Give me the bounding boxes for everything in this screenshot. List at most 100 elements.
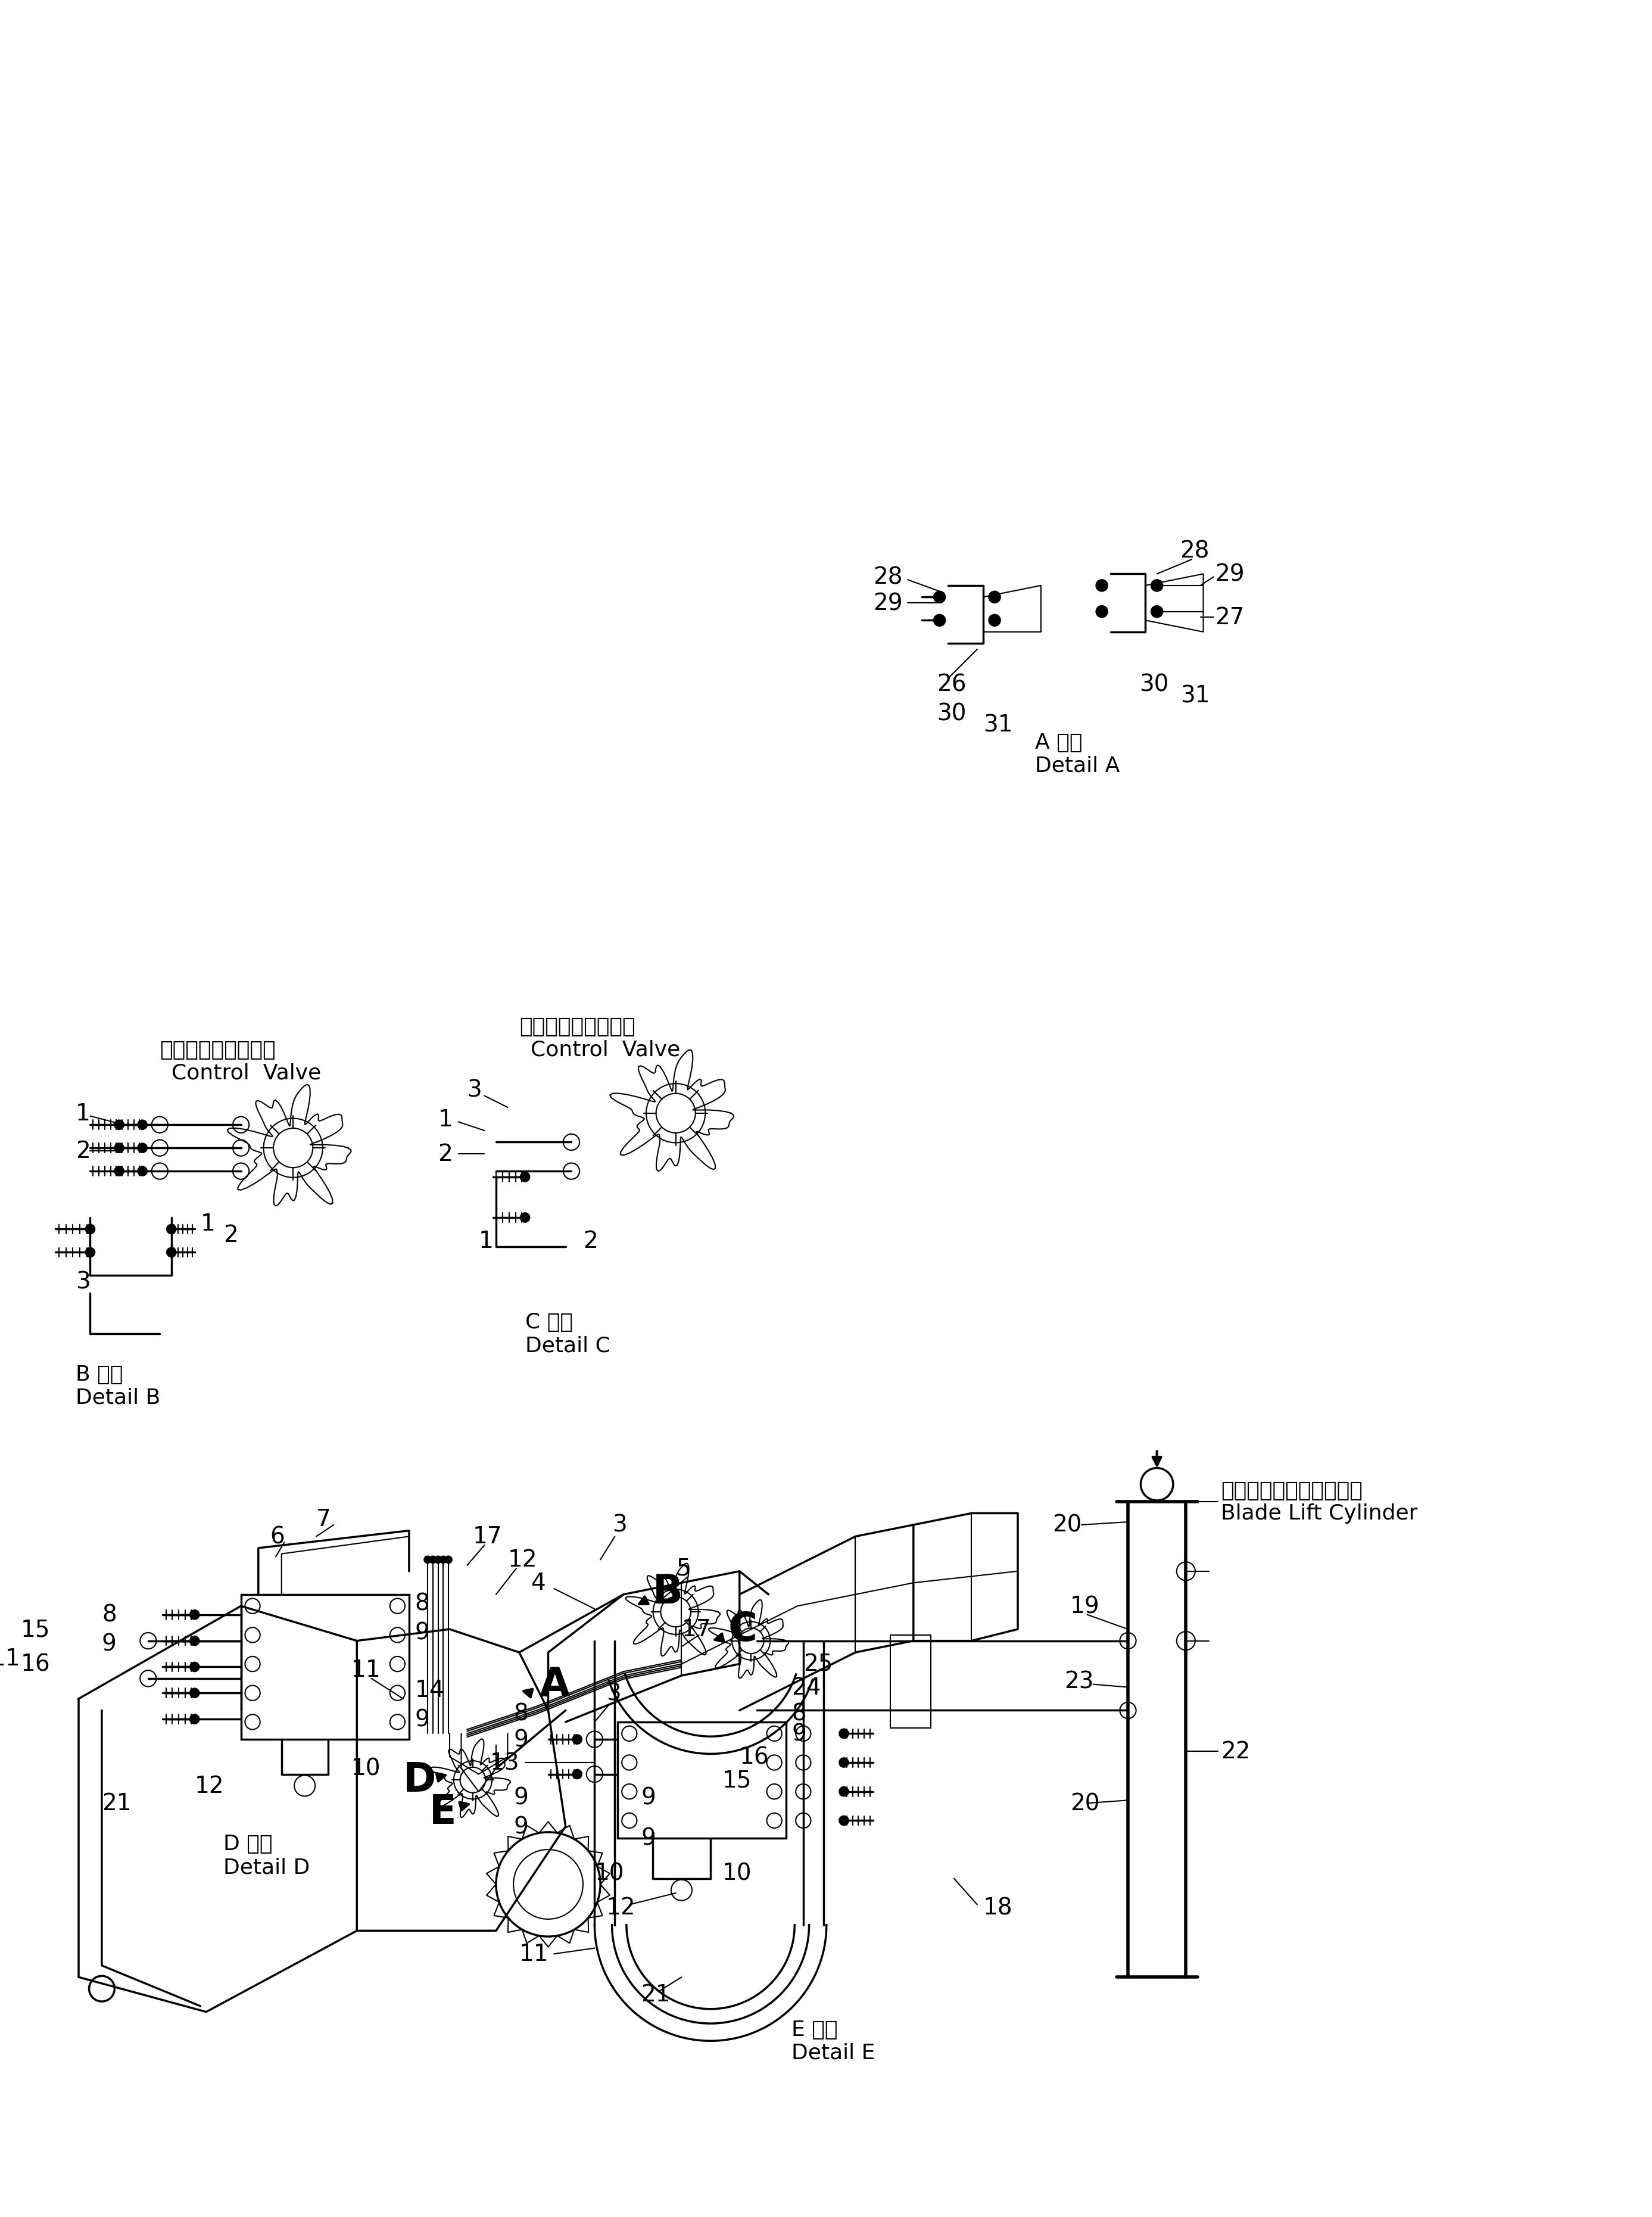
Text: 20: 20 <box>1070 1791 1100 1814</box>
Text: Control  Valve: Control Valve <box>172 1062 320 1082</box>
Text: 7: 7 <box>316 1508 330 1530</box>
Text: 10: 10 <box>595 1862 624 1884</box>
Circle shape <box>114 1144 124 1153</box>
Text: 17: 17 <box>682 1618 710 1641</box>
Text: 10: 10 <box>722 1862 752 1884</box>
Circle shape <box>190 1636 200 1645</box>
Text: 15: 15 <box>722 1769 752 1791</box>
Bar <box>890 1636 930 1727</box>
Text: 9: 9 <box>791 1723 806 1745</box>
Text: 4: 4 <box>530 1572 545 1594</box>
Text: 2: 2 <box>223 1224 238 1246</box>
Circle shape <box>444 1556 453 1563</box>
Text: 27: 27 <box>1214 607 1244 630</box>
Text: Control  Valve: Control Valve <box>530 1040 681 1060</box>
Text: 11: 11 <box>519 1942 548 1964</box>
Text: 2: 2 <box>583 1230 598 1253</box>
Circle shape <box>933 592 945 603</box>
Text: D 詳細: D 詳細 <box>223 1833 273 1853</box>
Circle shape <box>439 1556 446 1563</box>
Text: 8: 8 <box>791 1703 806 1725</box>
Text: 29: 29 <box>1214 563 1244 585</box>
Circle shape <box>167 1224 177 1235</box>
Circle shape <box>990 614 1001 627</box>
Text: 11: 11 <box>352 1658 380 1680</box>
Text: 1: 1 <box>479 1230 494 1253</box>
Text: 12: 12 <box>507 1547 537 1572</box>
Text: B 詳細: B 詳細 <box>76 1363 122 1383</box>
Text: 30: 30 <box>937 703 966 725</box>
Circle shape <box>114 1120 124 1131</box>
Text: 9: 9 <box>415 1621 430 1643</box>
Text: 21: 21 <box>102 1791 132 1814</box>
Text: Blade Lift Cylinder: Blade Lift Cylinder <box>1221 1503 1417 1523</box>
Circle shape <box>933 614 945 627</box>
Text: 29: 29 <box>872 592 902 614</box>
Text: 1: 1 <box>76 1102 91 1124</box>
Text: 3: 3 <box>611 1514 626 1536</box>
Circle shape <box>1151 605 1163 619</box>
Text: 3: 3 <box>76 1270 91 1293</box>
Text: 9: 9 <box>514 1816 529 1838</box>
Circle shape <box>839 1787 849 1796</box>
Circle shape <box>573 1736 582 1745</box>
Text: 31: 31 <box>1180 685 1209 707</box>
Text: 17: 17 <box>472 1525 502 1547</box>
Text: A 詳細: A 詳細 <box>1036 732 1082 752</box>
Text: 2: 2 <box>438 1142 453 1166</box>
Text: 1: 1 <box>200 1213 215 1235</box>
Text: 28: 28 <box>1180 539 1209 563</box>
Text: 16: 16 <box>740 1745 770 1769</box>
Circle shape <box>86 1224 94 1235</box>
Text: 3: 3 <box>606 1683 621 1705</box>
Circle shape <box>839 1758 849 1767</box>
Text: Detail B: Detail B <box>76 1388 160 1408</box>
Bar <box>618 1723 786 1838</box>
Circle shape <box>1095 581 1107 592</box>
Text: 31: 31 <box>983 714 1013 736</box>
Text: Detail C: Detail C <box>525 1335 610 1355</box>
Text: 11: 11 <box>0 1647 21 1669</box>
Circle shape <box>190 1689 200 1698</box>
Circle shape <box>137 1120 147 1131</box>
Text: A: A <box>540 1665 570 1705</box>
Text: 28: 28 <box>872 565 902 588</box>
Text: 16: 16 <box>21 1654 50 1676</box>
Text: 9: 9 <box>514 1729 529 1751</box>
Text: Detail A: Detail A <box>1036 756 1120 776</box>
Circle shape <box>114 1166 124 1175</box>
Text: 8: 8 <box>514 1703 529 1725</box>
Text: 24: 24 <box>791 1676 821 1698</box>
Text: 5: 5 <box>676 1556 691 1581</box>
Circle shape <box>1095 605 1107 619</box>
Text: 3: 3 <box>468 1080 482 1102</box>
Circle shape <box>190 1714 200 1725</box>
Text: 14: 14 <box>415 1678 444 1700</box>
Text: 26: 26 <box>937 674 966 696</box>
Text: 1: 1 <box>438 1108 453 1131</box>
Text: Detail D: Detail D <box>223 1858 311 1878</box>
Circle shape <box>573 1769 582 1778</box>
Circle shape <box>839 1816 849 1825</box>
Text: 9: 9 <box>415 1707 430 1731</box>
Text: D: D <box>403 1760 436 1800</box>
Circle shape <box>137 1144 147 1153</box>
Circle shape <box>434 1556 441 1563</box>
Text: E 詳細: E 詳細 <box>791 2020 838 2040</box>
Text: コントロールバルブ: コントロールバルブ <box>160 1040 276 1060</box>
Text: C: C <box>729 1610 757 1649</box>
Text: C 詳細: C 詳細 <box>525 1312 573 1332</box>
Text: 12: 12 <box>606 1896 636 1920</box>
Text: B: B <box>653 1572 682 1612</box>
Text: 22: 22 <box>1221 1740 1251 1763</box>
Text: 9: 9 <box>641 1827 656 1849</box>
Text: E: E <box>430 1791 456 1831</box>
Circle shape <box>1151 581 1163 592</box>
Text: 9: 9 <box>514 1787 529 1809</box>
Text: 9: 9 <box>641 1787 656 1809</box>
Text: 9: 9 <box>102 1632 117 1656</box>
Text: 18: 18 <box>983 1896 1013 1920</box>
Bar <box>241 1594 410 1740</box>
Text: 23: 23 <box>1064 1669 1094 1694</box>
Circle shape <box>520 1213 530 1222</box>
